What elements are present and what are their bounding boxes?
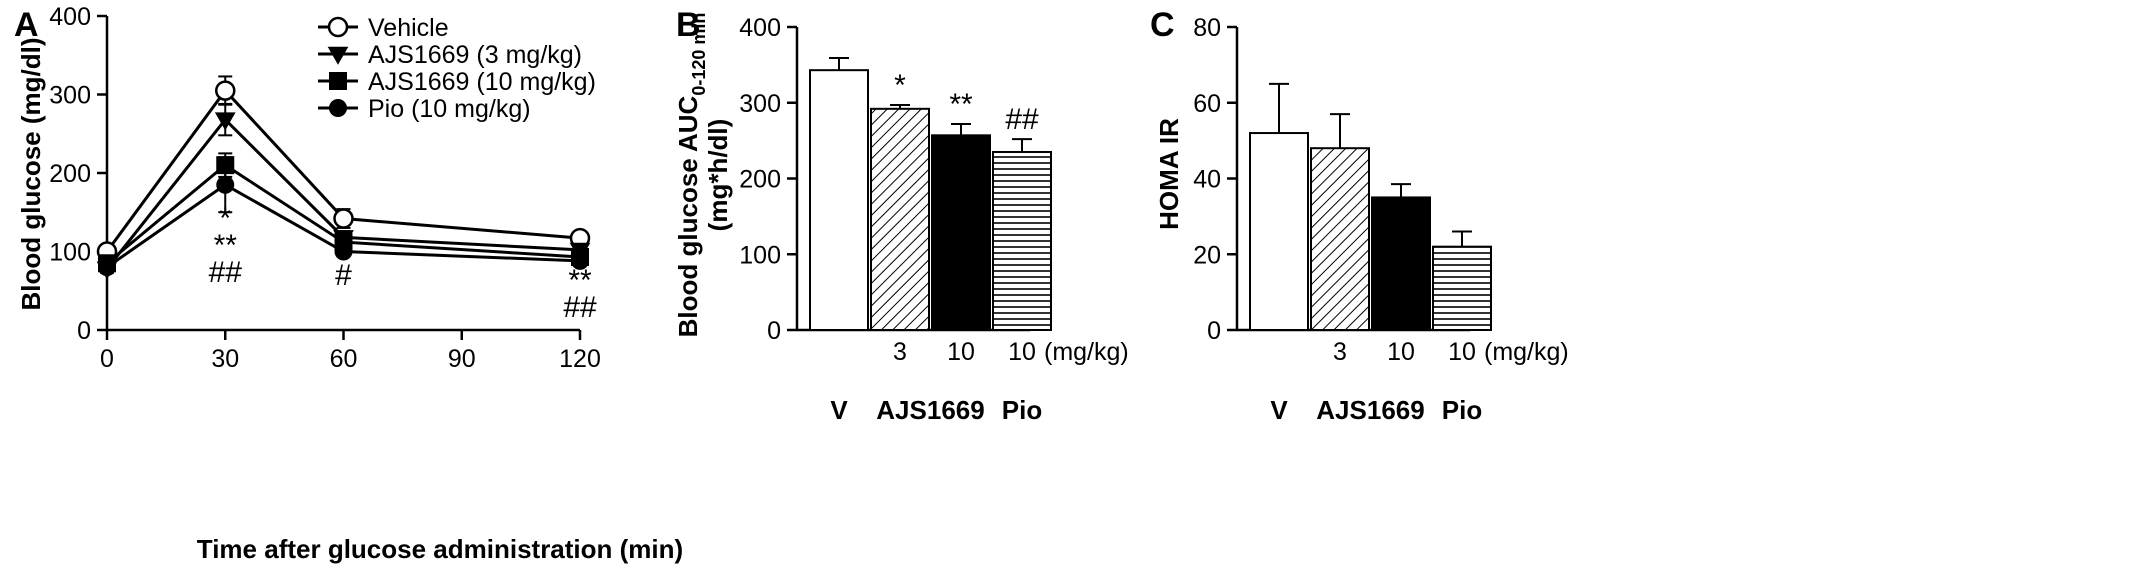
panel-a-series [96,75,591,280]
panel-b-plot: 0 100 200 300 400 * 3 ** 10 ## 10 (mg/kg) V AJS1669 Pi… [739,14,1128,425]
series-line [105,117,581,270]
bar [1432,245,1492,331]
x-tick-label: 120 [559,345,601,373]
panel-c-plot: 0 20 40 60 80 3 10 10 (mg/kg) V AJS1669 Pio [1193,14,1569,425]
series-line [106,183,581,269]
y-tick-label: 400 [49,3,91,31]
x-tick-label: 0 [100,345,114,373]
y-tick-label: 200 [739,166,781,194]
panel-a-axes: 0 100 200 300 400 0 30 60 90 120 [49,3,601,373]
y-tick-label: 100 [739,241,781,269]
y-tick-label: 0 [77,317,91,345]
series-line [106,163,581,265]
data-point [333,208,354,229]
y-tick-label: 40 [1193,166,1221,194]
dose-label: 10 [1008,338,1036,366]
y-tick-label: 80 [1193,14,1221,42]
bar [870,107,930,331]
group-label: Pio [1442,395,1482,425]
bar [931,134,991,331]
legend-entry: Pio (10 mg/kg) [368,95,531,123]
bar [809,69,869,332]
dose-unit-label: (mg/kg) [1044,338,1129,366]
dose-label: 10 [947,338,975,366]
panel-b: B Blood glucose AUC0-120 min (mg*h/dl) 0… [673,6,1129,425]
bar [992,150,1052,331]
bar [1371,196,1431,331]
panel-c-y-axis-label: HOMA IR [1154,118,1184,230]
series-line [105,88,581,253]
dose-label: 3 [893,338,907,366]
legend-marker [327,16,349,38]
legend-entry: Vehicle [368,14,449,42]
x-tick-label: 30 [211,345,239,373]
y-tick-label: 20 [1193,241,1221,269]
panel-a: A 0 100 200 300 400 0 30 60 90 120 Blood glucose … [14,3,683,564]
svg-text:Blood glucose AUC0-120 min: Blood glucose AUC0-120 min [673,13,709,338]
dose-label: 10 [1387,338,1415,366]
significance-mark: ## [1005,103,1039,136]
y-tick-label: 400 [739,14,781,42]
panel-b-y-axis-unit: (mg*h/dl) [703,119,733,232]
data-point [215,80,236,101]
dose-label: 3 [1333,338,1347,366]
legend-marker [329,72,347,90]
bar [1249,132,1309,331]
y-tick-label: 200 [49,160,91,188]
legend-entry: AJS1669 (3 mg/kg) [368,41,582,69]
y-tick-label: 60 [1193,90,1221,118]
x-tick-label: 90 [448,345,476,373]
x-tick-label: 60 [330,345,358,373]
legend-marker [327,46,349,65]
panel-b-y-axis-label-sub: 0-120 min [689,13,709,96]
data-point [216,156,235,175]
panel-a-x-axis-label: Time after glucose administration (min) [197,534,683,564]
panel-b-y-axis-label-main: Blood glucose AUC [673,95,703,337]
panel-a-annotations: ***## # **## [209,202,597,324]
group-label: Pio [1002,395,1042,425]
data-point [214,112,236,131]
significance-mark: ** [949,88,973,121]
data-point [98,258,116,277]
panel-b-y-axis-label: Blood glucose AUC0-120 min (mg*h/dl) [673,13,733,338]
y-tick-label: 300 [49,82,91,110]
legend-marker [329,99,347,117]
group-label: V [830,395,848,425]
significance-mark: ## [563,291,597,324]
group-label: V [1270,395,1288,425]
significance-mark: * [219,202,231,235]
y-tick-label: 0 [767,317,781,345]
dose-unit-label: (mg/kg) [1484,338,1569,366]
significance-mark: # [335,259,352,292]
panel-c: C HOMA IR 0 20 40 60 80 3 10 10 (mg/kg) V AJS1669 P… [1150,6,1569,425]
group-label: AJS1669 [1316,395,1424,425]
panel-a-y-axis-label: Blood glucose (mg/dl) [16,38,46,311]
group-label: AJS1669 [876,395,984,425]
y-tick-label: 0 [1207,317,1221,345]
panel-c-letter: C [1150,6,1175,44]
data-point [216,175,235,194]
significance-mark: ** [214,229,238,262]
legend-entry: AJS1669 (10 mg/kg) [368,68,596,96]
dose-label: 10 [1448,338,1476,366]
significance-mark: ## [209,256,243,289]
data-point [334,242,353,261]
panel-b-letter: B [676,6,701,44]
y-tick-label: 300 [739,90,781,118]
panel-a-letter: A [14,6,39,44]
bar [1310,147,1370,331]
significance-mark: * [894,69,906,102]
significance-mark: ** [568,264,592,297]
y-tick-label: 100 [49,239,91,267]
data-point [571,251,589,270]
